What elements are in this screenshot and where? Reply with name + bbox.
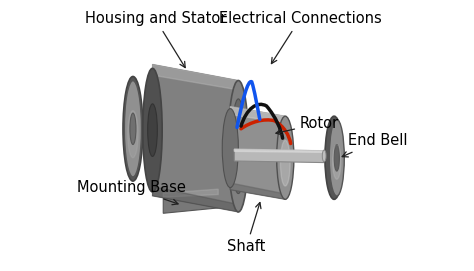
Polygon shape	[234, 149, 324, 152]
Ellipse shape	[124, 81, 142, 177]
Text: Mounting Base: Mounting Base	[77, 180, 185, 205]
Ellipse shape	[322, 150, 326, 162]
Ellipse shape	[277, 116, 294, 199]
Text: Housing and Stator: Housing and Stator	[84, 11, 226, 67]
Polygon shape	[153, 186, 238, 212]
Polygon shape	[230, 107, 285, 199]
Ellipse shape	[232, 99, 245, 193]
Ellipse shape	[123, 76, 143, 181]
Polygon shape	[163, 189, 218, 213]
Ellipse shape	[334, 144, 339, 171]
Ellipse shape	[325, 116, 343, 199]
Ellipse shape	[148, 104, 157, 156]
Polygon shape	[163, 189, 218, 197]
Ellipse shape	[128, 111, 138, 158]
Ellipse shape	[130, 113, 136, 144]
Polygon shape	[234, 149, 324, 163]
Ellipse shape	[222, 109, 238, 188]
Text: Electrical Connections: Electrical Connections	[219, 11, 382, 64]
Ellipse shape	[228, 80, 248, 212]
Polygon shape	[153, 64, 238, 90]
Text: End Bell: End Bell	[342, 133, 408, 157]
Polygon shape	[230, 183, 285, 199]
Text: Shaft: Shaft	[227, 202, 265, 254]
Ellipse shape	[329, 120, 344, 196]
Ellipse shape	[143, 68, 162, 192]
Polygon shape	[153, 64, 238, 212]
Polygon shape	[230, 107, 285, 123]
Ellipse shape	[281, 140, 290, 186]
Text: Rotor: Rotor	[276, 116, 339, 135]
Ellipse shape	[333, 144, 341, 179]
